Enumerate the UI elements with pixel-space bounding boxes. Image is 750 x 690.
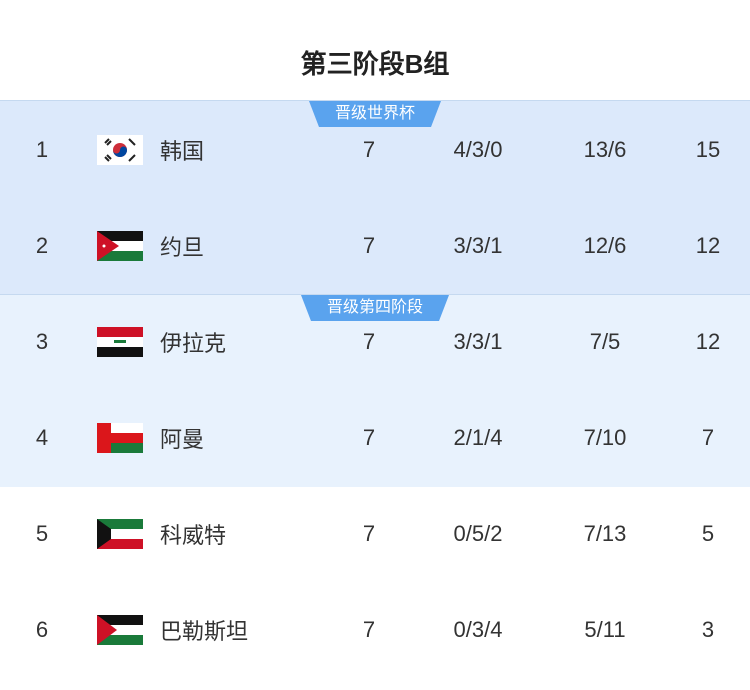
zone-badge: 晋级世界杯 — [309, 101, 441, 127]
win-draw-loss: 4/3/0 — [453, 137, 503, 162]
oman-flag-icon — [97, 423, 143, 453]
table-row[interactable]: 2 约旦 7 3/3/1 12/6 12 — [0, 198, 750, 294]
win-draw-loss: 3/3/1 — [453, 233, 503, 258]
team-name[interactable]: 科威特 — [160, 523, 227, 548]
played: 7 — [362, 137, 376, 162]
goals: 12/6 — [583, 233, 627, 258]
win-draw-loss: 3/3/1 — [453, 329, 503, 354]
win-draw-loss: 2/1/4 — [453, 425, 503, 450]
palestine-flag-icon — [97, 615, 143, 645]
rank: 3 — [35, 329, 49, 354]
team-name[interactable]: 韩国 — [160, 139, 205, 164]
rank: 1 — [35, 137, 49, 162]
points: 12 — [695, 329, 721, 354]
goals: 5/11 — [584, 617, 626, 642]
points: 7 — [701, 425, 715, 450]
rank: 6 — [35, 617, 49, 642]
team-name[interactable]: 伊拉克 — [160, 331, 227, 356]
table-row[interactable]: 6 巴勒斯坦 7 0/3/4 5/11 3 — [0, 582, 750, 678]
page-title: 第三阶段B组 — [300, 49, 450, 79]
kuwait-flag-icon — [97, 519, 143, 549]
points: 12 — [695, 233, 721, 258]
points: 5 — [701, 521, 715, 546]
goals: 7/5 — [589, 329, 621, 354]
team-name[interactable]: 巴勒斯坦 — [160, 619, 249, 644]
korea-flag-icon — [97, 135, 143, 165]
win-draw-loss: 0/5/2 — [453, 521, 503, 546]
win-draw-loss: 0/3/4 — [453, 617, 503, 642]
zone-badge: 晋级第四阶段 — [301, 295, 449, 321]
table-row[interactable]: 5 科威特 7 0/5/2 7/13 5 — [0, 486, 750, 582]
rank: 4 — [35, 425, 49, 450]
rank: 2 — [35, 233, 49, 258]
rank: 5 — [35, 521, 49, 546]
iraq-flag-icon — [97, 327, 143, 357]
played: 7 — [362, 425, 376, 450]
played: 7 — [362, 329, 376, 354]
points: 15 — [695, 137, 721, 162]
played: 7 — [362, 521, 376, 546]
played: 7 — [362, 617, 376, 642]
points: 3 — [701, 617, 715, 642]
table-row[interactable]: 3 伊拉克 7 3/3/1 7/5 12 — [0, 294, 750, 390]
team-name[interactable]: 阿曼 — [160, 427, 205, 452]
zone-fourth-stage: 晋级第四阶段 — [0, 294, 750, 487]
goals: 7/13 — [583, 521, 627, 546]
table-row[interactable]: 4 阿曼 7 2/1/4 7/10 7 — [0, 390, 750, 486]
played: 7 — [362, 233, 376, 258]
table-row[interactable]: 1 韩国 7 4/3/0 13/6 15 — [0, 102, 750, 198]
team-name[interactable]: 约旦 — [160, 235, 205, 260]
goals: 7/10 — [583, 425, 627, 450]
jordan-flag-icon — [97, 231, 143, 261]
zone-world-cup: 晋级世界杯 — [0, 100, 750, 295]
goals: 13/6 — [583, 137, 627, 162]
